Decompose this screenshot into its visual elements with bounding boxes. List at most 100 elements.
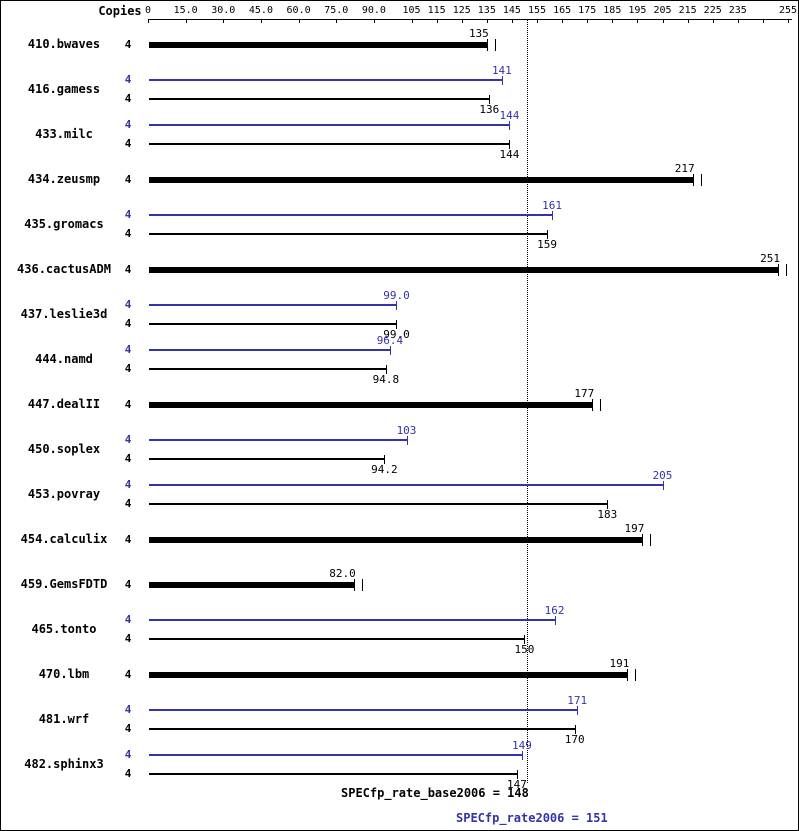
x-axis-tick-label: 255	[778, 5, 798, 16]
benchmark-label: 433.milc	[35, 127, 93, 141]
base-bar	[149, 233, 548, 235]
x-axis-tick	[486, 19, 488, 23]
copies-value: 4	[124, 38, 132, 51]
copies-value: 4	[124, 92, 132, 105]
x-axis-tick-label: 60.0	[286, 5, 311, 16]
bar-end-tick	[635, 669, 637, 681]
benchmark-label: 436.cactusADM	[17, 262, 111, 276]
copies-value: 4	[124, 632, 132, 645]
bar-end-tick	[361, 579, 363, 591]
base-metric-caption: SPECfp_rate_base2006 = 148	[341, 786, 529, 800]
peak-value-label: 161	[542, 199, 563, 212]
x-axis-tick-label: 45.0	[248, 5, 273, 16]
benchmark-label: 454.calculix	[20, 532, 108, 546]
base-value-label: 191	[609, 657, 630, 670]
benchmark-label: 435.gromacs	[24, 217, 104, 231]
copies-value: 4	[124, 578, 132, 591]
x-axis-tick-label: 30.0	[211, 5, 236, 16]
bar-end-tick	[600, 399, 602, 411]
peak-bar	[149, 214, 553, 216]
x-axis-tick-label: 115	[427, 5, 446, 16]
x-axis-tick	[336, 19, 338, 23]
base-value-label: 251	[760, 252, 780, 265]
benchmark-label: 481.wrf	[38, 712, 90, 726]
bar-end-tick	[384, 455, 386, 464]
peak-value-label: 96.4	[376, 334, 404, 347]
copies-value: 4	[124, 343, 132, 356]
copies-value: 4	[124, 317, 132, 330]
x-axis-tick-label: 235	[728, 5, 747, 16]
base-value-label: 82.0	[329, 567, 356, 580]
copies-value: 4	[124, 497, 132, 510]
base-bar	[149, 458, 385, 460]
base-value-label: 99.0	[383, 328, 410, 341]
x-axis-tick-label: 175	[578, 5, 597, 16]
peak-value-label: 99.0	[383, 289, 410, 302]
peak-bar	[149, 754, 522, 756]
x-axis-tick	[260, 19, 262, 23]
bar-end-tick	[577, 706, 579, 715]
copies-value: 4	[124, 767, 132, 780]
benchmark-label: 416.gamess	[27, 82, 101, 96]
copies-value: 4	[124, 298, 132, 311]
benchmark-label: 410.bwaves	[27, 37, 101, 51]
bar-end-tick	[509, 121, 511, 130]
bar-end-tick	[509, 140, 511, 149]
x-axis-tick	[712, 19, 714, 23]
peak-bar	[149, 349, 390, 351]
copies-value: 4	[124, 722, 132, 735]
x-axis-tick	[511, 19, 513, 23]
x-axis-tick	[185, 19, 187, 23]
copies-value: 4	[124, 748, 132, 761]
bar-end-tick	[642, 534, 644, 546]
copies-value: 4	[124, 613, 132, 626]
x-axis-tick-label: 215	[678, 5, 697, 16]
bar-end-tick	[389, 346, 391, 355]
benchmark-label: 453.povray	[27, 487, 101, 501]
copies-value: 4	[124, 703, 132, 716]
base-value-label: 150	[514, 643, 535, 656]
bar-end-tick	[521, 751, 523, 760]
benchmark-label: 450.soplex	[27, 442, 101, 456]
benchmark-label: 447.dealII	[27, 397, 101, 411]
x-axis-tick	[737, 19, 739, 23]
x-axis-tick	[687, 19, 689, 23]
x-axis-tick-label: 185	[603, 5, 622, 16]
bar-end-tick	[700, 174, 702, 186]
base-bar	[149, 537, 643, 543]
reference-line	[526, 19, 528, 783]
base-value-label: 170	[564, 733, 585, 746]
base-bar	[149, 42, 487, 48]
x-axis-tick-label: 135	[477, 5, 496, 16]
x-axis-tick	[637, 19, 639, 23]
bar-end-tick	[692, 174, 694, 186]
bar-end-tick	[592, 399, 594, 411]
x-axis-tick-label: 155	[527, 5, 547, 16]
base-bar	[149, 143, 510, 145]
copies-value: 4	[124, 118, 132, 131]
copies-value: 4	[124, 362, 132, 375]
bar-end-tick	[516, 770, 518, 779]
base-value-label: 94.8	[372, 373, 400, 386]
benchmark-label: 437.leslie3d	[20, 307, 108, 321]
base-bar	[149, 672, 628, 678]
base-bar	[149, 503, 608, 505]
bar-end-tick	[385, 365, 387, 374]
x-axis-tick	[461, 19, 463, 23]
x-axis-tick-label: 75.0	[324, 5, 349, 16]
benchmark-label: 482.sphinx3	[24, 757, 104, 771]
copies-value: 4	[124, 478, 132, 491]
base-bar	[149, 98, 490, 100]
bar-end-tick	[607, 500, 609, 509]
base-bar	[149, 267, 778, 273]
x-axis-tick	[587, 19, 589, 23]
copies-value: 4	[124, 668, 132, 681]
x-axis-tick	[223, 19, 225, 23]
base-bar	[149, 728, 575, 730]
peak-bar	[149, 79, 502, 81]
base-value-label: 147	[507, 778, 527, 791]
base-bar	[149, 773, 517, 775]
copies-value: 4	[124, 263, 132, 276]
base-value-label: 183	[597, 508, 618, 521]
copies-value: 4	[124, 137, 132, 150]
